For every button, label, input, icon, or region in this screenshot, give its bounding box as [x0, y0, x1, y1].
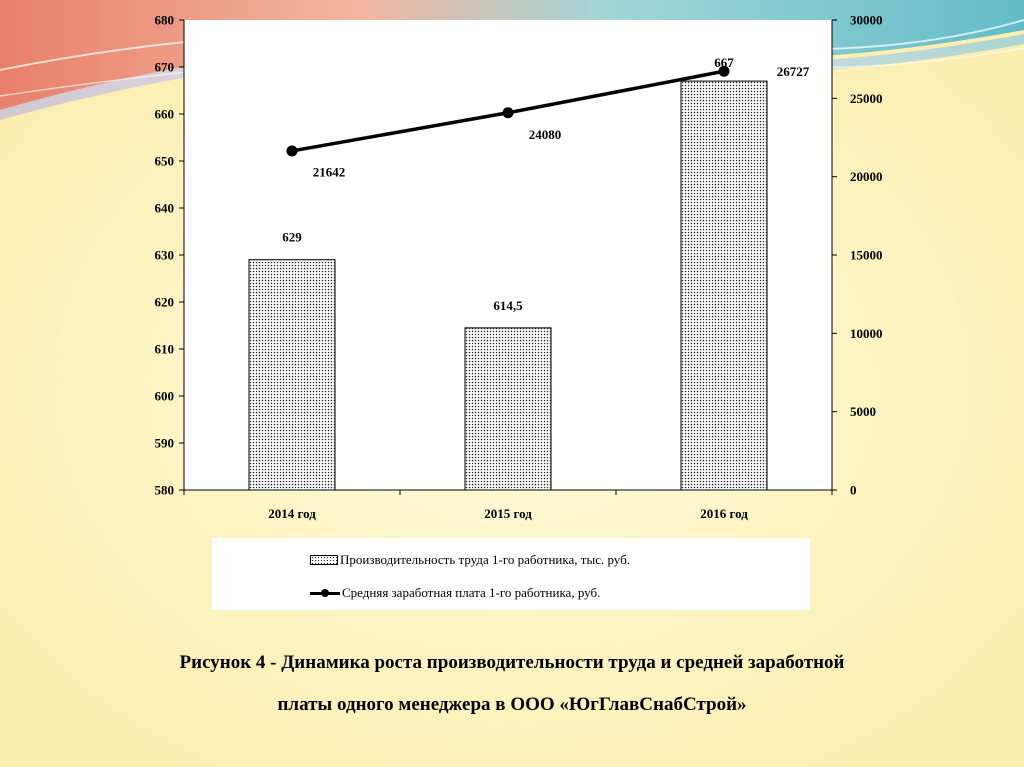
left-tick-label: 590	[155, 436, 175, 451]
salary-label-box	[306, 160, 352, 183]
left-tick-label: 650	[155, 154, 175, 169]
salary-value-label: 24080	[529, 127, 562, 142]
legend-line-swatch	[310, 588, 340, 598]
legend: Производительность труда 1-го работника,…	[212, 538, 810, 610]
salary-label-box	[522, 123, 568, 146]
left-tick-label: 620	[155, 295, 175, 310]
right-tick-label: 25000	[850, 91, 883, 106]
bar-value-label: 614,5	[493, 298, 523, 313]
salary-label-box	[770, 60, 816, 83]
bar	[680, 80, 768, 491]
x-axis: 2014 год 2015 год 2016 год	[183, 489, 833, 521]
bar	[248, 259, 336, 491]
left-tick-label: 640	[155, 201, 175, 216]
salary-point	[286, 145, 298, 157]
figure-caption-line-2: платы одного менеджера в ООО «ЮгГлавСнаб…	[277, 694, 747, 715]
left-tick-label: 580	[155, 483, 175, 498]
right-tick-label: 20000	[850, 169, 883, 184]
right-tick-label: 0	[850, 483, 857, 498]
x-tick-label: 2016 год	[700, 506, 748, 521]
x-tick-label: 2015 год	[484, 506, 532, 521]
bar	[464, 327, 552, 491]
salary-value-label: 26727	[777, 64, 810, 79]
figure-caption-line-1: Рисунок 4 - Динамика роста производитель…	[179, 652, 845, 673]
right-tick-label: 5000	[850, 404, 876, 419]
salary-point	[502, 107, 514, 119]
left-tick-label: 670	[155, 60, 175, 75]
right-tick-label: 15000	[850, 248, 883, 263]
legend-label-productivity: Производительность труда 1-го работника,…	[340, 552, 630, 567]
salary-point	[718, 65, 730, 77]
legend-item-productivity: Производительность труда 1-го работника,…	[310, 550, 630, 570]
x-tick-label: 2014 год	[268, 506, 316, 521]
bars	[248, 80, 768, 491]
legend-bar-swatch	[310, 555, 338, 565]
right-axis: 0 5000 10000 15000 20000 25000 30000	[831, 13, 883, 498]
salary-line	[286, 65, 730, 157]
data-labels: 629 614,5 667 21642 24080 26727	[282, 55, 816, 313]
bar-value-label: 629	[282, 230, 302, 245]
left-tick-label: 610	[155, 342, 175, 357]
left-tick-label: 600	[155, 389, 175, 404]
left-tick-label: 680	[155, 13, 175, 28]
bar-value-label: 667	[714, 55, 734, 70]
salary-value-label: 21642	[313, 164, 346, 179]
left-axis: 580 590 600 610 620 630 640 650 660 670 680	[155, 13, 185, 498]
legend-item-salary: Средняя заработная плата 1-го работника,…	[310, 583, 600, 603]
right-tick-label: 30000	[850, 13, 883, 28]
left-tick-label: 660	[155, 107, 175, 122]
left-tick-label: 630	[155, 248, 175, 263]
legend-label-salary: Средняя заработная плата 1-го работника,…	[342, 585, 601, 600]
right-tick-label: 10000	[850, 326, 883, 341]
